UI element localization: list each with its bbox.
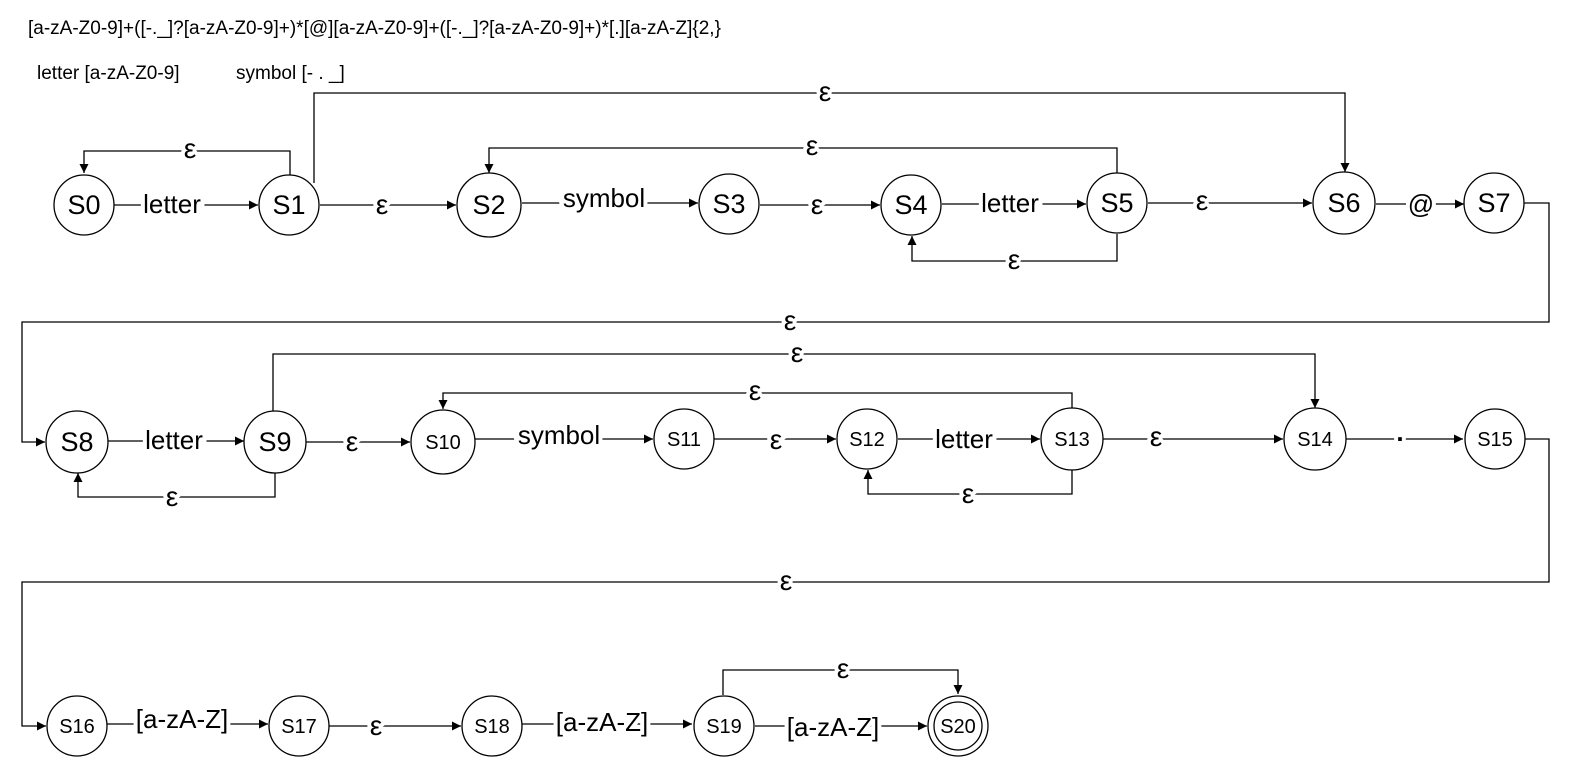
- edge-label-s4-s5: letter: [981, 188, 1039, 218]
- state-label-s7: S7: [1477, 188, 1510, 218]
- edge-s9-s8: [73, 472, 276, 498]
- edge-label-s11-s12: ε: [770, 424, 782, 455]
- state-label-s9: S9: [258, 427, 291, 457]
- edge-label-s9-s8: ε: [166, 481, 178, 512]
- state-label-s13: S13: [1054, 429, 1090, 451]
- state-s2: S2: [456, 172, 522, 238]
- edge-label-s19-s20: [a-zA-Z]: [787, 712, 879, 742]
- state-s11: S11: [653, 408, 715, 470]
- edge-label-s13-s14: ε: [1150, 421, 1162, 452]
- edge-label-s9-s10: ε: [346, 426, 358, 457]
- edge-label-s5-s2: ε: [806, 130, 818, 161]
- state-label-s15: S15: [1477, 429, 1513, 451]
- state-s14: S14: [1283, 407, 1347, 471]
- edge-label-s15-s16: ε: [780, 565, 792, 596]
- edge-s5-s4: [907, 234, 1118, 262]
- state-s19: S19: [693, 695, 755, 757]
- edge-s7-s8: [21, 202, 1550, 447]
- state-s10: S10: [410, 409, 476, 475]
- state-s18: S18: [461, 695, 523, 757]
- state-s12: S12: [836, 408, 898, 470]
- state-s1: S1: [258, 174, 320, 236]
- state-label-s16: S16: [59, 716, 95, 738]
- edge-label-s18-s19: [a-zA-Z]: [556, 707, 648, 737]
- edge-label-s1-s0: ε: [184, 133, 196, 164]
- state-label-s11: S11: [667, 429, 701, 451]
- state-s5: S5: [1086, 172, 1148, 234]
- edge-label-s13-s12: ε: [962, 478, 974, 509]
- state-label-s19: S19: [706, 716, 742, 738]
- edge-label-s9-s14: ε: [791, 337, 803, 368]
- edge-label-s0-s1: letter: [143, 189, 201, 219]
- edge-label-s1-s6: ε: [819, 76, 831, 107]
- edge-label-s13-s10: ε: [749, 375, 761, 406]
- state-label-s4: S4: [894, 190, 927, 220]
- state-label-s17: S17: [281, 716, 317, 738]
- edge-label-s7-s8: ε: [784, 305, 796, 336]
- state-label-s3: S3: [712, 189, 745, 219]
- edge-s19-s20-epsilon: [722, 669, 963, 695]
- edge-label-s17-s18: ε: [370, 710, 382, 741]
- state-s6: S6: [1312, 171, 1376, 235]
- state-s7: S7: [1463, 172, 1525, 234]
- state-s20-accepting: S20: [927, 695, 989, 757]
- state-s15: S15: [1464, 408, 1526, 470]
- state-label-s8: S8: [60, 427, 93, 457]
- legend-symbol: symbol [- . _]: [236, 63, 345, 84]
- state-s13: S13: [1040, 407, 1104, 471]
- edge-label-s16-s17: [a-zA-Z]: [136, 704, 228, 734]
- state-label-s10: S10: [425, 432, 461, 454]
- state-label-s6: S6: [1327, 188, 1360, 218]
- edge-s13-s12: [863, 470, 1073, 495]
- state-s9: S9: [243, 410, 307, 474]
- state-label-s2: S2: [472, 190, 505, 220]
- edge-label-s19-s20-epsilon: ε: [837, 653, 849, 684]
- regex-expression: [a-zA-Z0-9]+([-._]?[a-zA-Z0-9]+)*[@][a-z…: [28, 18, 721, 39]
- edge-label-s14-s15: .: [1396, 417, 1403, 447]
- edge-label-s2-s3: symbol: [563, 183, 645, 213]
- state-s3: S3: [698, 173, 760, 235]
- edge-s1-s0: [79, 150, 291, 176]
- state-label-s20: S20: [940, 716, 976, 738]
- state-s8: S8: [45, 410, 109, 474]
- state-label-s12: S12: [849, 429, 885, 451]
- state-s4: S4: [880, 174, 942, 236]
- state-label-s0: S0: [67, 190, 100, 220]
- edge-label-s3-s4: ε: [811, 189, 823, 220]
- edge-s13-s10: [438, 392, 1073, 409]
- edge-label-s12-s13: letter: [935, 424, 993, 454]
- edge-label-s5-s6: ε: [1196, 185, 1208, 216]
- edge-s9-s14: [272, 353, 1320, 411]
- state-label-s18: S18: [474, 716, 510, 738]
- edge-s5-s2: [484, 147, 1118, 175]
- state-label-s14: S14: [1297, 429, 1333, 451]
- edge-label-s8-s9: letter: [145, 425, 203, 455]
- edge-s15-s16: [21, 438, 1550, 731]
- state-s17: S17: [268, 695, 330, 757]
- edge-label-s1-s2: ε: [376, 189, 388, 220]
- edge-s1-s6: [313, 92, 1350, 183]
- state-s16: S16: [46, 695, 108, 757]
- state-label-s1: S1: [272, 190, 305, 220]
- state-label-s5: S5: [1100, 188, 1133, 218]
- state-s0: S0: [53, 174, 115, 236]
- edge-label-s10-s11: symbol: [518, 420, 600, 450]
- legend-letter: letter [a-zA-Z0-9]: [37, 63, 180, 84]
- edge-label-s6-s7: @: [1408, 189, 1434, 219]
- edge-label-s5-s4: ε: [1008, 244, 1020, 275]
